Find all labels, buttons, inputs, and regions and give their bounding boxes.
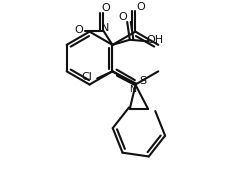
Text: O: O: [74, 25, 82, 35]
Text: O: O: [136, 2, 145, 12]
Text: O: O: [118, 12, 126, 22]
Text: S: S: [139, 76, 146, 86]
Text: N: N: [128, 85, 135, 94]
Text: OH: OH: [146, 35, 163, 45]
Text: O: O: [101, 3, 110, 13]
Text: Cl: Cl: [81, 72, 92, 82]
Text: N: N: [101, 23, 109, 33]
